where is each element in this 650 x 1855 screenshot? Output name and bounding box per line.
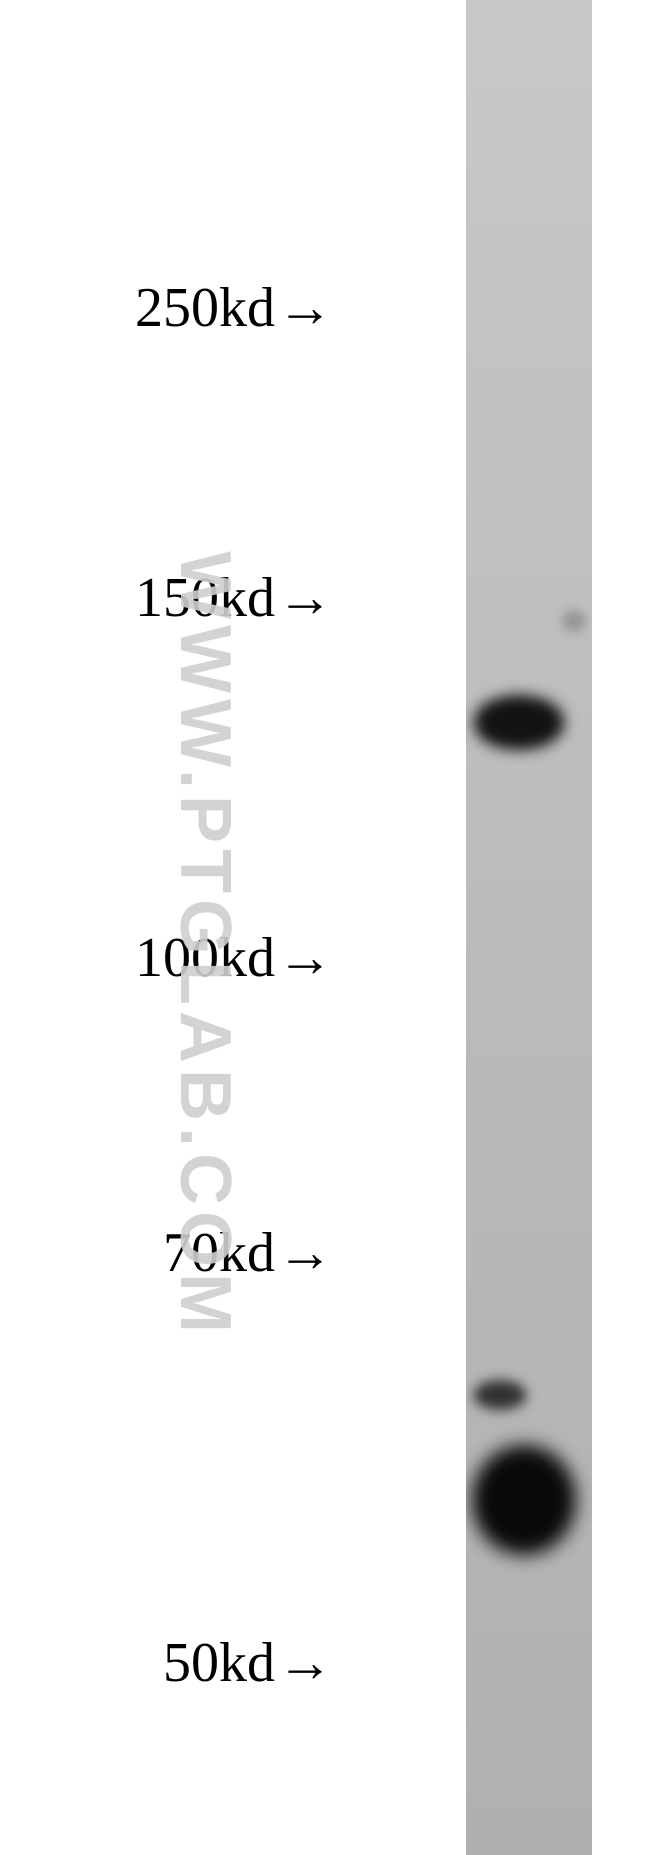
mw-marker-label: 50kd [60, 1631, 275, 1695]
arrow-right-icon: → [277, 276, 333, 340]
arrow-right-icon: → [277, 566, 333, 630]
mw-marker: 50kd→ [60, 1631, 333, 1695]
arrow-right-icon: → [277, 1221, 333, 1285]
blot-band [474, 1380, 526, 1410]
blot-lane [466, 0, 592, 1855]
mw-marker-label: 70kd [60, 1221, 275, 1285]
mw-marker: 150kd→ [60, 566, 333, 630]
mw-marker-label: 150kd [60, 566, 275, 630]
mw-marker-label: 250kd [60, 276, 275, 340]
mw-marker: 70kd→ [60, 1221, 333, 1285]
arrow-right-icon: → [277, 1631, 333, 1695]
arrow-right-icon: → [277, 926, 333, 990]
mw-marker-label: 100kd [60, 926, 275, 990]
mw-marker: 250kd→ [60, 276, 333, 340]
blot-band [474, 695, 564, 750]
blot-band [562, 610, 586, 632]
blot-band [472, 1445, 576, 1555]
western-blot-figure: 250kd→150kd→100kd→70kd→50kd→ WWW.PTGLAB.… [0, 0, 650, 1855]
mw-marker: 100kd→ [60, 926, 333, 990]
